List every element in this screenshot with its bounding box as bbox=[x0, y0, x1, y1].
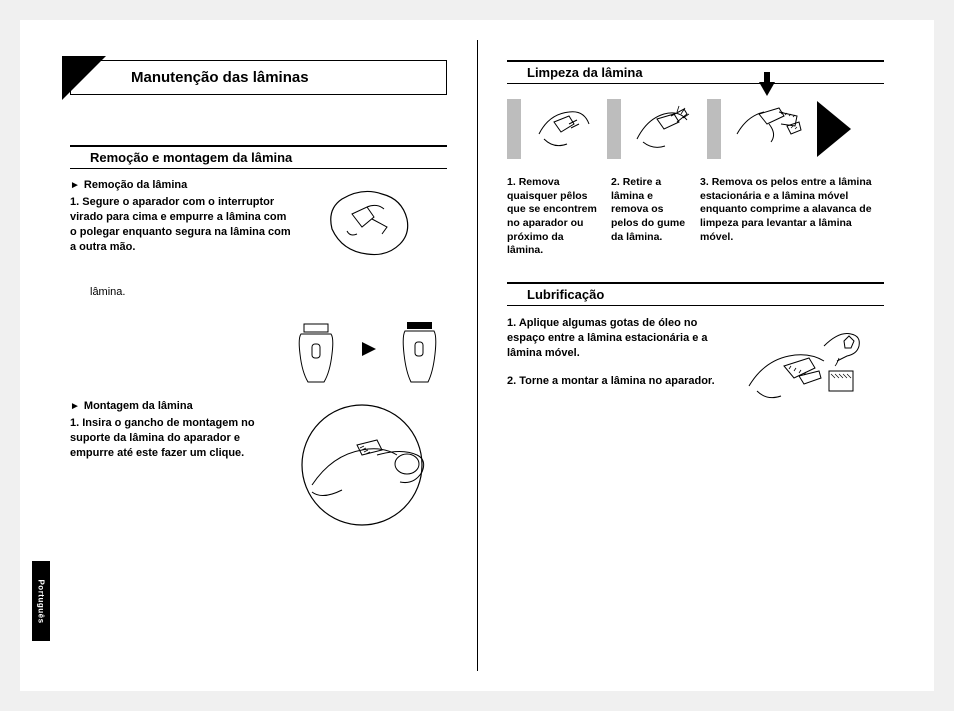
section-limpeza-header: Limpeza da lâmina bbox=[507, 60, 884, 84]
mount-circle-icon bbox=[282, 400, 442, 530]
lubrificacao-block: 1. Aplique algumas gotas de óleo no espa… bbox=[507, 316, 884, 426]
step-number: 1. bbox=[70, 196, 79, 208]
step-text: Aplique algumas gotas de óleo no espaço … bbox=[507, 317, 708, 359]
illustration-clean-3 bbox=[729, 94, 809, 164]
limpeza-step3: 3. Remova os pelos entre a lâmina estaci… bbox=[700, 176, 884, 258]
step-text: Remova quaisquer pêlos que se encontrem … bbox=[507, 176, 597, 256]
step-text: Torne a montar a lâmina no aparador. bbox=[519, 375, 714, 387]
step-number: 2. bbox=[507, 375, 516, 387]
step-number: 3. bbox=[700, 176, 709, 188]
limpeza-steps: 1. Remova quaisquer pêlos que se encontr… bbox=[507, 176, 884, 258]
remocao-text: Remoção da lâmina 1. Segure o aparador c… bbox=[70, 179, 295, 269]
montagem-step: 1. Insira o gancho de montagem no suport… bbox=[70, 416, 265, 461]
section-lubrificacao-header: Lubrificação bbox=[507, 282, 884, 306]
montagem-block: Montagem da lâmina 1. Insira o gancho de… bbox=[70, 400, 447, 530]
right-column: Limpeza da lâmina bbox=[477, 20, 934, 691]
lubrificacao-text: 1. Aplique algumas gotas de óleo no espa… bbox=[507, 316, 722, 426]
remocao-subhead: Remoção da lâmina bbox=[70, 179, 295, 191]
illustration-trimmer-closed bbox=[392, 314, 447, 384]
arrow-down-icon bbox=[755, 72, 779, 96]
step-number: 1. bbox=[70, 417, 79, 429]
arrow-right-icon bbox=[362, 342, 376, 356]
left-column: Manutenção das lâminas Remoção e montage… bbox=[20, 20, 477, 691]
illustration-hand-remove bbox=[307, 179, 447, 269]
trimmer-closed-icon bbox=[392, 314, 447, 384]
lub-step2: 2. Torne a montar a lâmina no aparador. bbox=[507, 374, 722, 389]
trimmer-arrow-row bbox=[70, 314, 447, 384]
trimmer-open-icon bbox=[286, 314, 346, 384]
step-text: Retire a lâmina e remova os pelos do gum… bbox=[611, 176, 685, 243]
montagem-text: Montagem da lâmina 1. Insira o gancho de… bbox=[70, 400, 265, 530]
big-arrow-right-icon bbox=[817, 101, 851, 157]
lubrication-icon bbox=[739, 316, 879, 426]
section-remocao-header: Remoção e montagem da lâmina bbox=[70, 145, 447, 169]
step-text: Segure o aparador com o interruptor vira… bbox=[70, 196, 291, 253]
hand-remove-icon bbox=[312, 179, 442, 269]
step-text: Remova os pelos entre a lâmina estacioná… bbox=[700, 176, 872, 243]
step-text: Insira o gancho de montagem no suporte d… bbox=[70, 417, 255, 459]
manual-page: Português Manutenção das lâminas Remoção… bbox=[20, 20, 934, 691]
lamina-label: lâmina. bbox=[70, 285, 447, 300]
gray-bar-icon bbox=[707, 99, 721, 159]
clean1-icon bbox=[529, 94, 599, 164]
remocao-step: 1. Segure o aparador com o interruptor v… bbox=[70, 195, 295, 254]
step-number: 1. bbox=[507, 176, 516, 188]
remocao-block: Remoção da lâmina 1. Segure o aparador c… bbox=[70, 179, 447, 269]
step-number: 2. bbox=[611, 176, 620, 188]
limpeza-illustrations bbox=[507, 94, 884, 164]
lub-step1: 1. Aplique algumas gotas de óleo no espa… bbox=[507, 316, 722, 361]
illustration-trimmer-open bbox=[286, 314, 346, 384]
limpeza-step1: 1. Remova quaisquer pêlos que se encontr… bbox=[507, 176, 597, 258]
step-number: 1. bbox=[507, 317, 516, 329]
clean3-icon bbox=[729, 94, 809, 164]
clean2-icon bbox=[629, 94, 699, 164]
illustration-clean-2 bbox=[629, 94, 699, 164]
main-title: Manutenção das lâminas bbox=[70, 60, 447, 95]
limpeza-step2: 2. Retire a lâmina e remova os pelos do … bbox=[611, 176, 686, 258]
montagem-subhead: Montagem da lâmina bbox=[70, 400, 265, 412]
gray-bar-icon bbox=[507, 99, 521, 159]
illustration-lubrication bbox=[734, 316, 884, 426]
illustration-mount-circle bbox=[277, 400, 447, 530]
gray-bar-icon bbox=[607, 99, 621, 159]
corner-triangle-icon bbox=[62, 56, 106, 100]
illustration-clean-1 bbox=[529, 94, 599, 164]
